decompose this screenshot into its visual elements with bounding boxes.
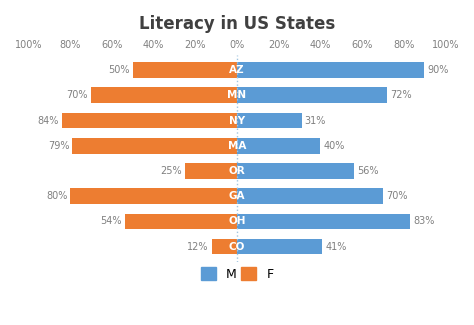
Text: 50%: 50% [108,65,130,75]
Bar [73,138,237,153]
Text: 84%: 84% [37,115,59,125]
Text: 70%: 70% [67,90,88,100]
Text: 83%: 83% [413,216,434,227]
Text: 54%: 54% [100,216,121,227]
Text: OH: OH [228,216,246,227]
Text: 41%: 41% [326,241,347,252]
Text: 72%: 72% [390,90,412,100]
Bar [62,113,237,128]
Bar [237,62,424,78]
Text: MA: MA [228,141,246,151]
Text: MN: MN [228,90,246,100]
Text: 40%: 40% [323,141,345,151]
Bar [237,87,387,103]
Bar [237,239,322,254]
Text: 56%: 56% [357,166,378,176]
Text: 70%: 70% [386,191,407,201]
Bar [133,62,237,78]
Text: 12%: 12% [187,241,209,252]
Text: OR: OR [228,166,246,176]
Bar [71,188,237,204]
Bar [237,138,320,153]
Text: CO: CO [229,241,245,252]
Text: AZ: AZ [229,65,245,75]
Text: GA: GA [229,191,245,201]
Bar [237,214,410,229]
Text: 25%: 25% [160,166,182,176]
Bar [125,214,237,229]
Text: 90%: 90% [428,65,449,75]
Bar [91,87,237,103]
Title: Literacy in US States: Literacy in US States [139,15,335,33]
Text: 80%: 80% [46,191,67,201]
Text: NY: NY [229,115,245,125]
Bar [185,163,237,179]
Bar [212,239,237,254]
Bar [237,113,301,128]
Text: 79%: 79% [48,141,69,151]
Legend: M, F: M, F [197,263,277,284]
Bar [237,163,354,179]
Text: 31%: 31% [305,115,326,125]
Bar [237,188,383,204]
